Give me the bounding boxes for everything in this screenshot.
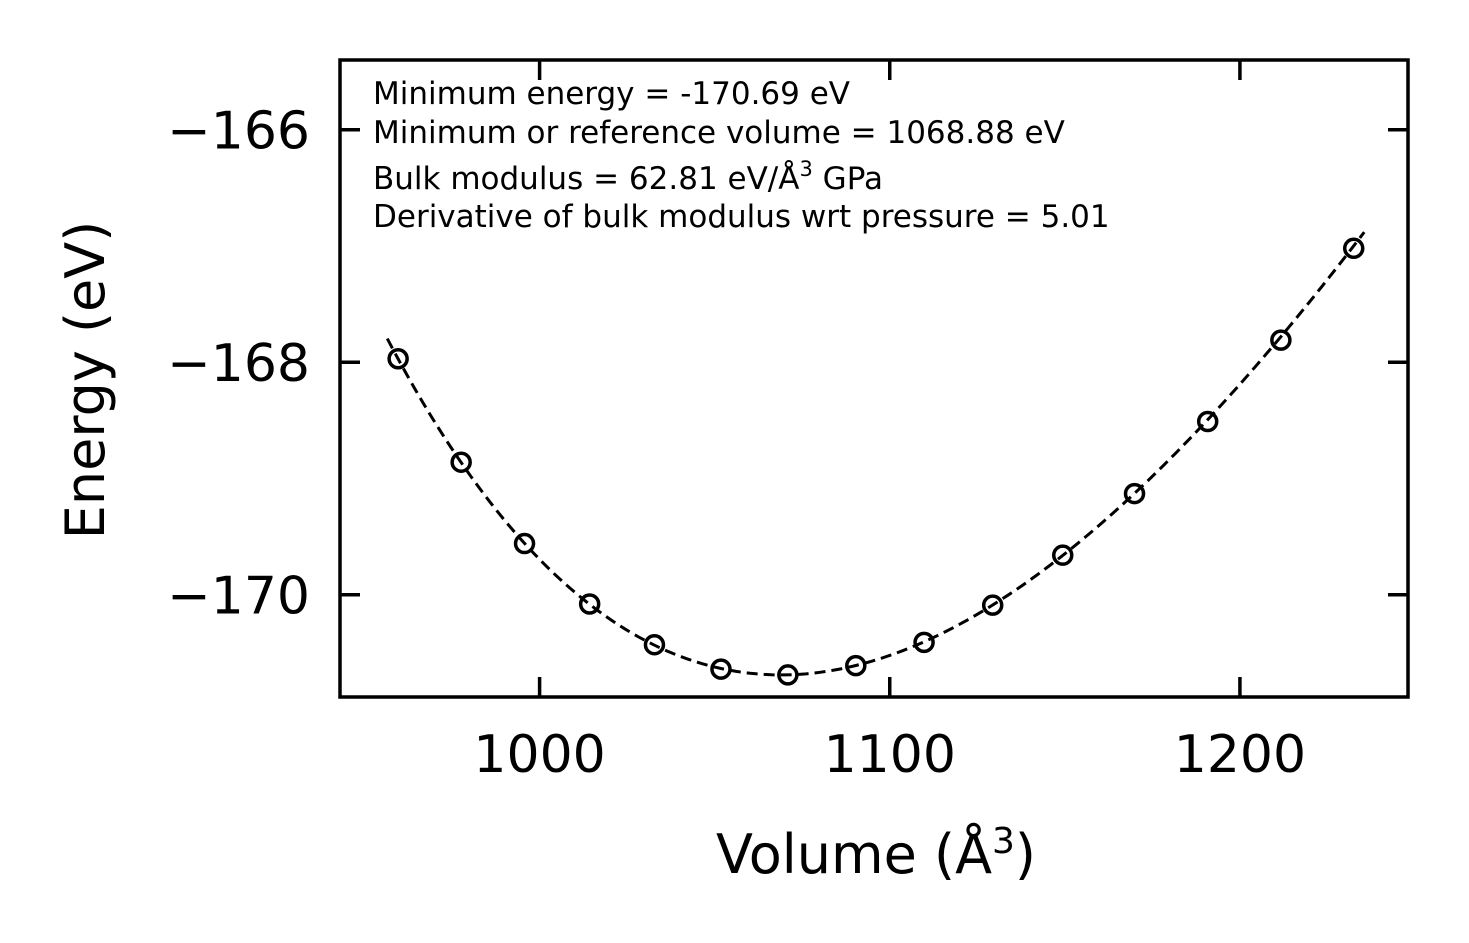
annotation-bulk-modulus: Bulk modulus = 62.81 eV/Å3 GPa bbox=[373, 157, 883, 197]
data-point-1 bbox=[450, 451, 472, 473]
y-tick-label-1: −168 bbox=[167, 334, 310, 394]
data-point-13 bbox=[1270, 329, 1292, 351]
data-point-14 bbox=[1342, 237, 1365, 260]
x-tick-label-0: 1000 bbox=[473, 725, 605, 785]
data-points-group bbox=[387, 237, 1365, 686]
x-tick-label-1: 1100 bbox=[824, 725, 956, 785]
x-axis-label-end: ) bbox=[1015, 823, 1036, 886]
y-tick-label-2: −170 bbox=[167, 567, 310, 627]
annotation-bulk-modulus-unit: GPa bbox=[813, 161, 883, 197]
annotation-min-energy: Minimum energy = -170.69 eV bbox=[373, 76, 850, 112]
annotation-min-volume: Minimum or reference volume = 1068.88 eV bbox=[373, 115, 1065, 151]
fit-annotation-box: Minimum energy = -170.69 eV Minimum or r… bbox=[373, 76, 1110, 235]
y-tick-label-0: −166 bbox=[167, 102, 310, 162]
tick-labels: 1000 1100 1200 −166 −168 −170 bbox=[167, 102, 1306, 785]
data-point-3 bbox=[578, 593, 601, 615]
annotation-bulk-modulus-text: Bulk modulus = 62.81 eV/Å bbox=[373, 161, 799, 197]
data-point-5 bbox=[710, 658, 732, 680]
data-point-4 bbox=[643, 633, 666, 656]
annotation-bulk-modulus-derivative: Derivative of bulk modulus wrt pressure … bbox=[373, 199, 1110, 235]
axis-ticks bbox=[340, 60, 1408, 697]
data-point-7 bbox=[845, 654, 867, 677]
plot-frame bbox=[338, 58, 1410, 699]
x-axis-label: Volume (Å3) bbox=[716, 821, 1036, 886]
data-point-2 bbox=[513, 532, 536, 555]
data-point-0 bbox=[387, 347, 409, 370]
data-point-9 bbox=[981, 594, 1004, 616]
x-axis-label-superscript: 3 bbox=[992, 821, 1015, 862]
y-axis-label: Energy (eV) bbox=[54, 221, 117, 540]
annotation-bulk-modulus-sup: 3 bbox=[799, 157, 812, 181]
data-point-6 bbox=[777, 664, 799, 686]
x-axis-label-text: Volume (Å bbox=[716, 822, 992, 886]
x-tick-label-2: 1200 bbox=[1174, 725, 1306, 785]
data-point-12 bbox=[1196, 410, 1219, 433]
data-point-8 bbox=[913, 631, 935, 654]
data-point-11 bbox=[1123, 482, 1146, 505]
data-point-10 bbox=[1051, 544, 1074, 566]
